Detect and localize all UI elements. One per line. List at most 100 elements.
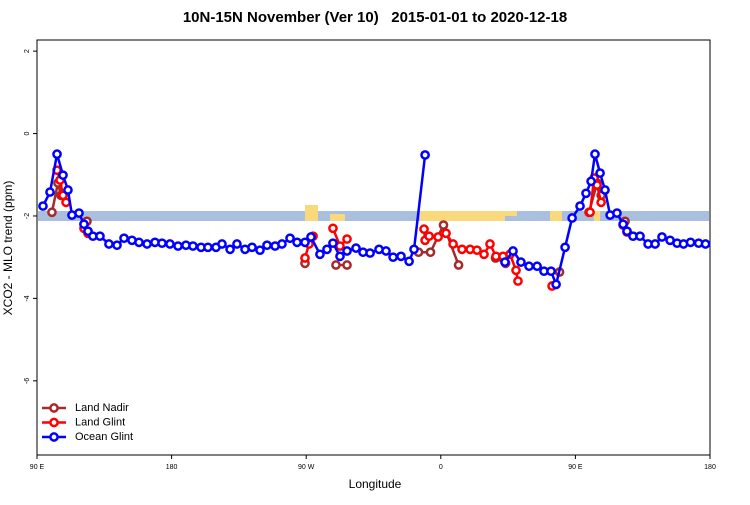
point <box>142 239 152 249</box>
point <box>365 248 375 258</box>
point <box>657 232 667 242</box>
point <box>419 224 429 235</box>
point <box>425 247 436 258</box>
point <box>47 207 57 218</box>
point <box>119 233 129 244</box>
point <box>45 187 55 197</box>
point <box>285 233 295 244</box>
legend-label: Land Nadir <box>75 402 129 414</box>
x-tick-label: 0 <box>439 464 443 471</box>
point <box>203 242 213 253</box>
point <box>104 239 114 249</box>
y-tick-label: -2 <box>24 213 31 219</box>
point <box>351 243 361 253</box>
point <box>388 252 398 263</box>
point <box>173 241 183 251</box>
point <box>612 208 622 218</box>
y-axis-title: XCO2 - MLO trend (ppm) <box>1 181 15 316</box>
point <box>508 246 518 256</box>
point <box>532 261 542 272</box>
point <box>328 223 338 234</box>
point <box>95 231 105 242</box>
point <box>292 237 302 248</box>
legend-label: Ocean Glint <box>75 431 133 443</box>
point <box>335 251 345 262</box>
point <box>596 197 606 208</box>
land-band <box>38 205 709 221</box>
point <box>575 201 585 211</box>
point <box>438 220 449 230</box>
point <box>300 253 310 263</box>
point <box>328 238 338 249</box>
point <box>262 240 272 251</box>
point <box>217 239 227 249</box>
point <box>622 226 632 237</box>
point <box>650 239 660 249</box>
point <box>157 238 167 249</box>
point <box>331 260 341 270</box>
y-tick-label: -6 <box>24 378 31 384</box>
point <box>420 150 430 160</box>
x-tick-label: 90 W <box>298 464 315 471</box>
point <box>560 242 570 253</box>
point <box>581 188 591 199</box>
y-tick-label: -4 <box>24 295 31 301</box>
point <box>342 260 352 270</box>
point <box>600 185 610 195</box>
band-ocean <box>38 211 709 221</box>
point <box>134 237 144 248</box>
point <box>500 257 510 267</box>
point <box>300 237 310 248</box>
point <box>306 232 316 242</box>
point <box>567 213 577 223</box>
band-land <box>594 211 600 221</box>
point <box>232 239 242 249</box>
point <box>396 251 406 262</box>
point <box>513 276 523 286</box>
point <box>247 242 257 253</box>
point <box>225 244 235 255</box>
legend-marker <box>49 403 59 413</box>
legend-marker <box>49 417 59 428</box>
point <box>546 266 556 277</box>
point <box>188 241 198 251</box>
y-tick-label: 0 <box>24 132 31 136</box>
point <box>700 239 711 249</box>
x-axis-title: Longitude <box>349 477 402 491</box>
plot-frame <box>36 39 711 456</box>
point <box>524 261 534 272</box>
point <box>433 232 443 242</box>
point <box>595 168 605 178</box>
point <box>472 245 482 256</box>
point <box>404 256 414 267</box>
point <box>58 170 68 181</box>
point <box>322 244 332 255</box>
point <box>511 265 521 276</box>
legend-marker <box>49 432 59 442</box>
point <box>52 149 62 160</box>
point <box>441 228 451 239</box>
point <box>381 246 391 256</box>
point <box>424 231 434 242</box>
point <box>74 208 84 218</box>
point <box>618 219 628 230</box>
point <box>79 219 89 230</box>
point <box>342 246 352 256</box>
point <box>485 239 495 249</box>
band-land <box>305 205 318 221</box>
point <box>448 239 458 249</box>
point <box>516 257 526 267</box>
chart-title: 10N-15N November (Ver 10) 2015-01-01 to … <box>183 9 567 26</box>
point <box>551 279 561 290</box>
point <box>38 201 48 211</box>
band-land <box>550 211 562 221</box>
point <box>585 207 595 218</box>
x-tick-label: 180 <box>704 464 716 471</box>
point <box>586 176 596 187</box>
point <box>255 245 265 256</box>
y-tick-label: 2 <box>24 49 31 53</box>
point <box>112 240 122 251</box>
point <box>453 260 464 270</box>
point <box>685 237 696 248</box>
